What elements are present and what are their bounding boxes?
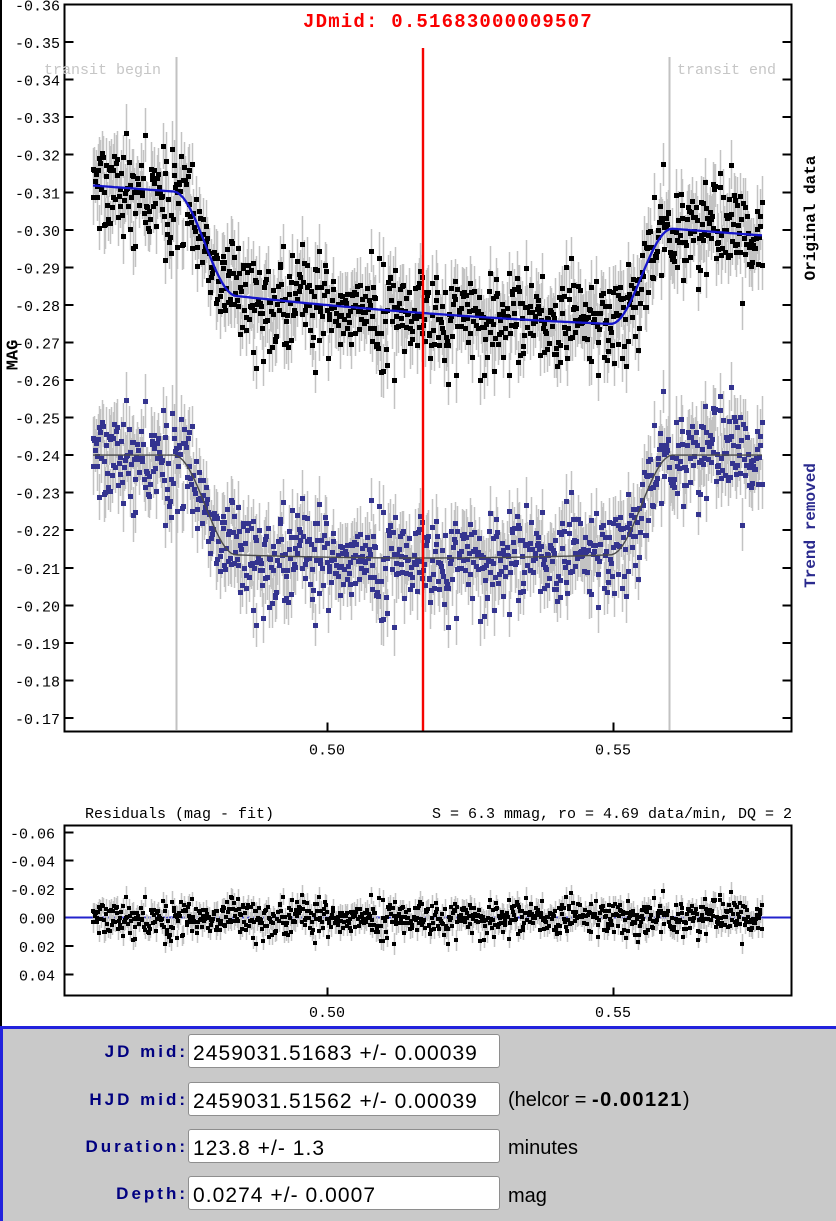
svg-text:Original data: Original data (802, 155, 820, 280)
svg-text:0.02: 0.02 (19, 940, 55, 957)
svg-text:-0.04: -0.04 (10, 855, 55, 872)
svg-text:-0.27: -0.27 (15, 337, 60, 354)
svg-text:Residuals (mag - fit): Residuals (mag - fit) (85, 806, 274, 823)
svg-text:0.50: 0.50 (309, 1005, 345, 1022)
svg-text:S = 6.3 mmag, ro = 4.69 data/m: S = 6.3 mmag, ro = 4.69 data/min, DQ = 2 (432, 806, 792, 823)
svg-text:-0.18: -0.18 (15, 675, 60, 692)
svg-text:Trend removed: Trend removed (802, 463, 820, 588)
svg-text:-0.21: -0.21 (15, 562, 60, 579)
svg-text:-0.34: -0.34 (15, 74, 60, 91)
svg-text:0.50: 0.50 (309, 743, 345, 760)
svg-text:-0.30: -0.30 (15, 224, 60, 241)
svg-text:-0.35: -0.35 (15, 36, 60, 53)
svg-text:-0.28: -0.28 (15, 299, 60, 316)
svg-text:transit end: transit end (677, 62, 776, 79)
svg-text:-0.20: -0.20 (15, 599, 60, 616)
svg-text:MAG: MAG (5, 340, 24, 371)
svg-text:-0.26: -0.26 (15, 374, 60, 391)
svg-text:-0.17: -0.17 (15, 712, 60, 729)
svg-text:0.55: 0.55 (595, 1005, 631, 1022)
svg-text:-0.02: -0.02 (10, 883, 55, 900)
svg-text:-0.32: -0.32 (15, 149, 60, 166)
svg-text:-0.25: -0.25 (15, 412, 60, 429)
svg-text:JDmid: 0.51683000009507: JDmid: 0.51683000009507 (303, 11, 593, 33)
svg-text:-0.19: -0.19 (15, 637, 60, 654)
svg-text:-0.33: -0.33 (15, 111, 60, 128)
svg-text:-0.36: -0.36 (15, 0, 60, 16)
svg-text:0.55: 0.55 (595, 743, 631, 760)
svg-text:transit begin: transit begin (44, 62, 161, 79)
svg-text:-0.23: -0.23 (15, 487, 60, 504)
svg-text:-0.24: -0.24 (15, 449, 60, 466)
svg-text:-0.29: -0.29 (15, 261, 60, 278)
svg-text:0.04: 0.04 (19, 968, 55, 985)
svg-text:-0.31: -0.31 (15, 186, 60, 203)
svg-text:0.00: 0.00 (19, 912, 55, 929)
svg-text:-0.22: -0.22 (15, 524, 60, 541)
svg-text:-0.06: -0.06 (10, 826, 55, 843)
